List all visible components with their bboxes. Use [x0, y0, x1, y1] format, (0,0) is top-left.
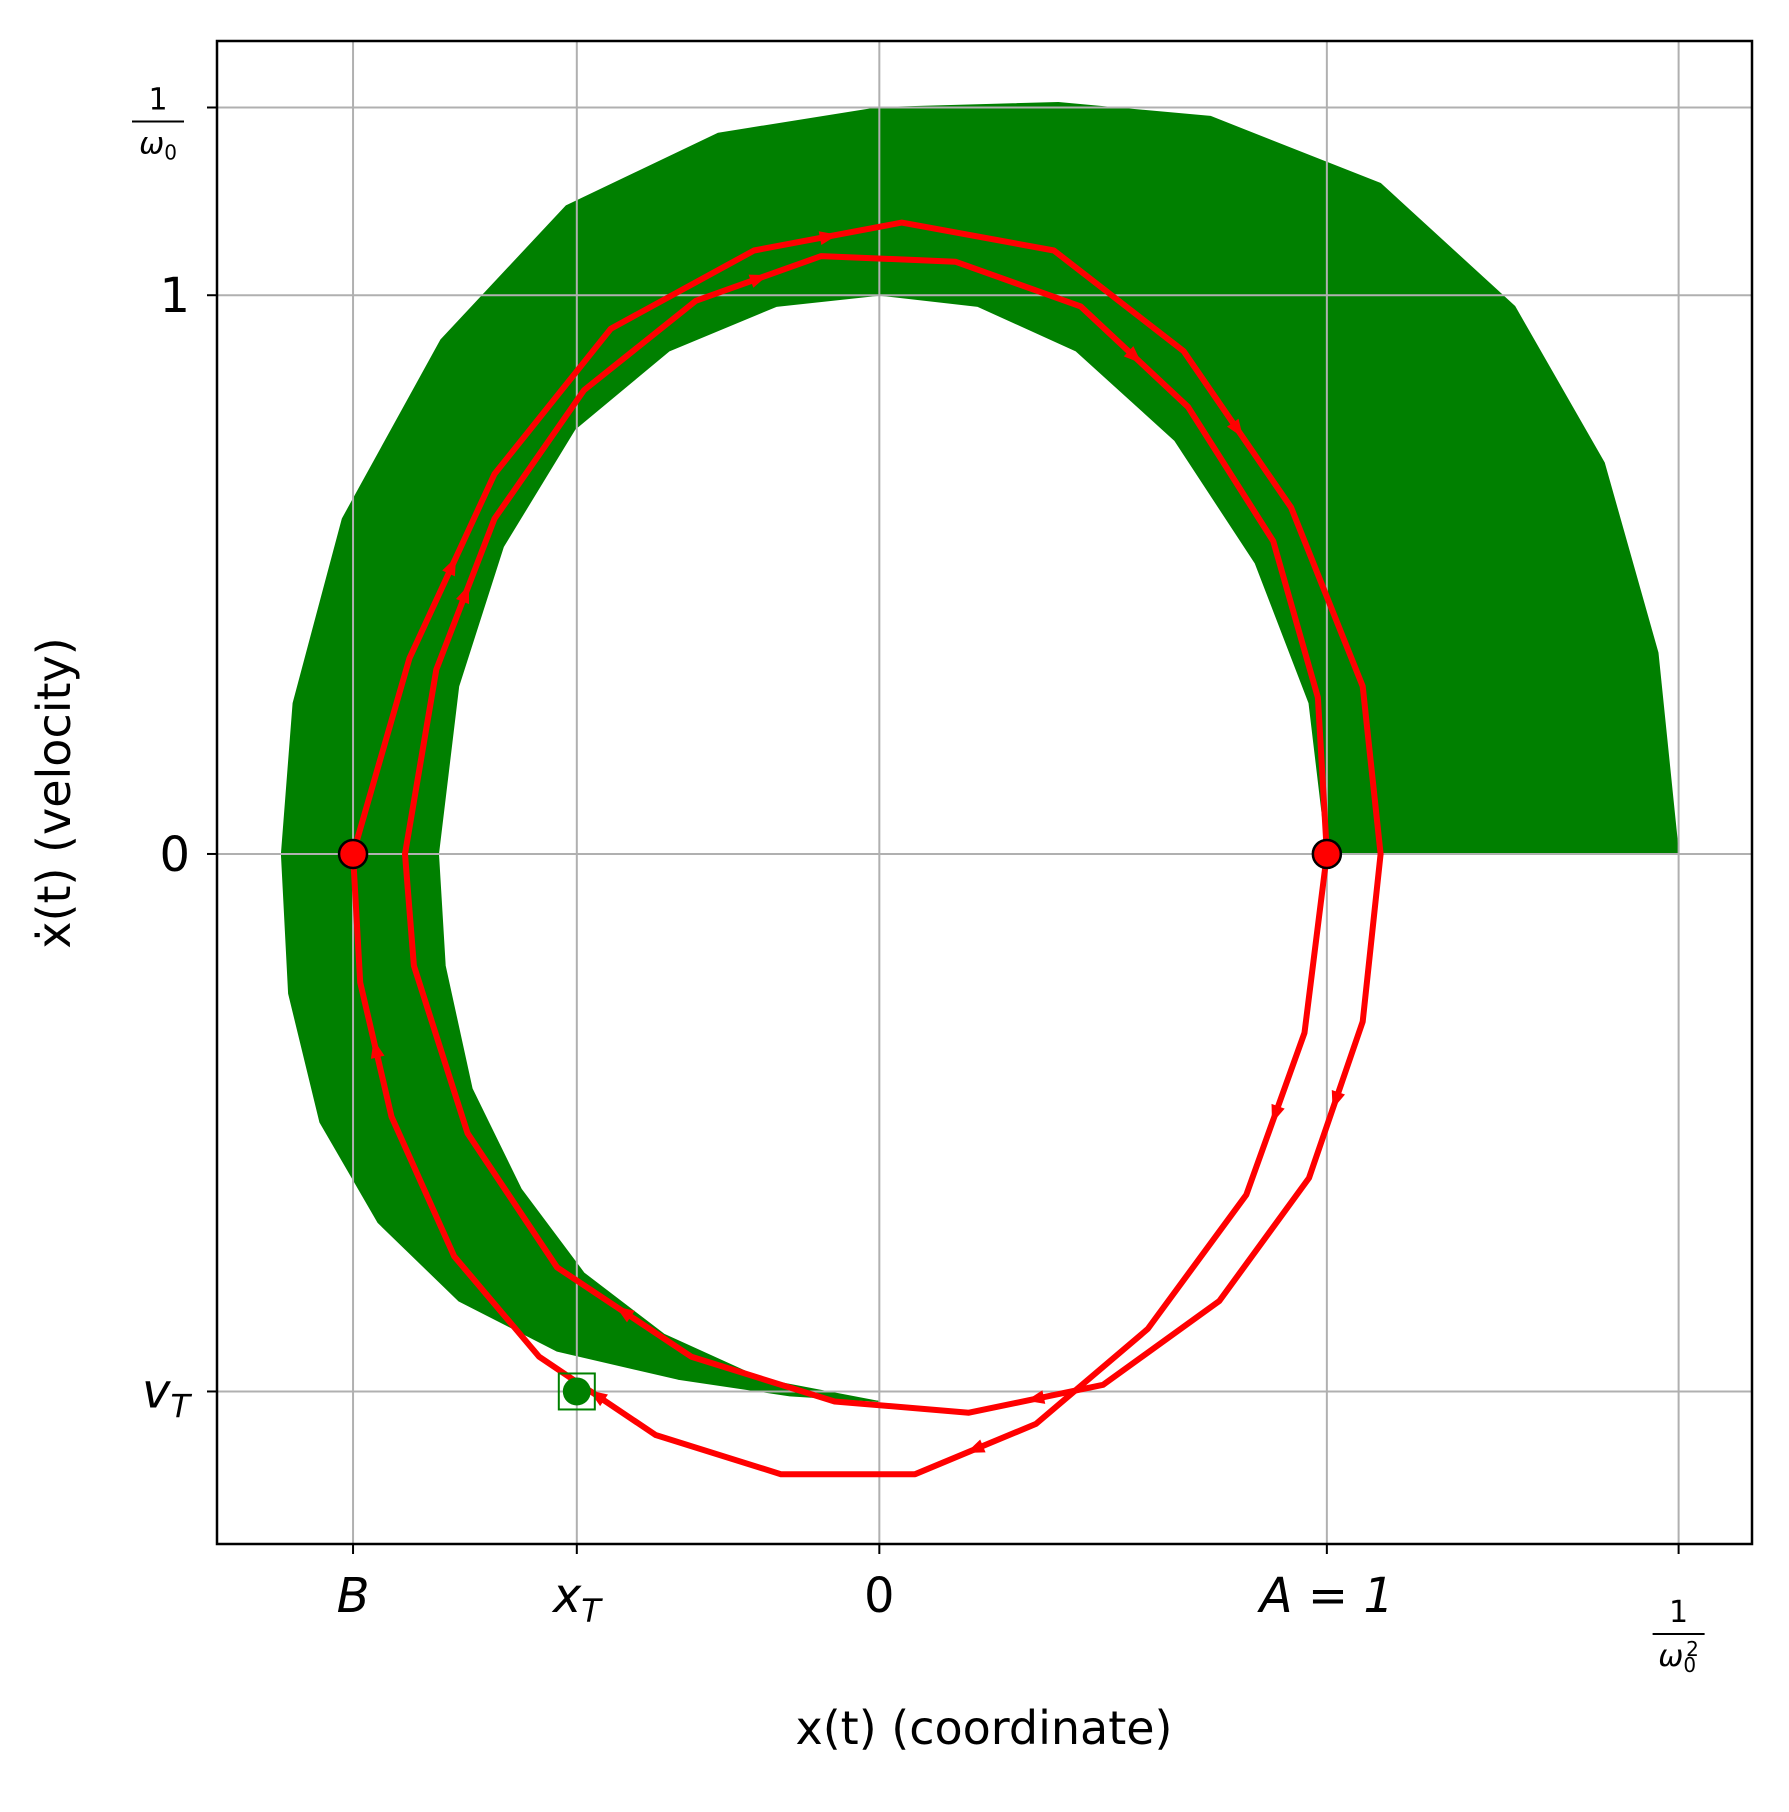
shaded-region: [280, 102, 1680, 1402]
y-tick-label-3-num: 1: [148, 82, 167, 117]
trajectory-arrow-3-5: [748, 274, 768, 288]
trajectory-line-0: [350, 851, 1330, 1478]
x-tick-label-0: B: [337, 1568, 370, 1624]
x-tick-label-4-den: ω02: [1658, 1637, 1699, 1677]
trajectory-layer: [350, 219, 1384, 1478]
y-tick-label-3: 1ω0: [132, 82, 184, 164]
green-region-layer: [280, 102, 1680, 1402]
trajectory-arrow-3-2: [455, 584, 470, 605]
plot-frame: [215, 39, 1754, 1546]
marker-point-1: [1311, 838, 1343, 870]
x-tick-label-4-num: 1: [1669, 1595, 1688, 1630]
trajectory-arrow-2-5: [1026, 1390, 1046, 1404]
trajectory-line-1: [350, 219, 1384, 857]
trajectory-arrow-2-8: [615, 1306, 635, 1323]
marker-point-2: [562, 1377, 591, 1406]
trajectory-arrow-1-8: [1226, 418, 1243, 438]
trajectory-arrow-0-5: [966, 1439, 986, 1453]
trajectory-arrow-1-5: [818, 231, 838, 245]
trajectory-line-3: [402, 253, 1330, 857]
x-tick-label-3: A = 1: [1257, 1568, 1394, 1624]
y-tick-label-3-den: ω0: [139, 126, 177, 164]
x-tick-label-2: 0: [864, 1568, 895, 1624]
x-tick-label-1: xT: [551, 1568, 603, 1630]
marker-square-2: [557, 1372, 596, 1411]
y-tick-label-0: vT: [142, 1363, 192, 1425]
y-axis-label: ẋ(t) (velocity): [27, 637, 81, 948]
trajectory-line-2: [402, 851, 1384, 1416]
trajectory-arrow-3-8: [1123, 346, 1142, 364]
x-axis-label: x(t) (coordinate): [795, 1701, 1172, 1755]
y-tick-label-1: 0: [159, 827, 190, 883]
y-tick-label-2: 1: [159, 268, 190, 324]
trajectory-arrow-0-2: [1271, 1103, 1285, 1124]
trajectory-arrow-1-2: [442, 557, 457, 577]
trajectory-arrow-0-11: [370, 1039, 385, 1059]
trajectory-arrow-2-2: [1331, 1089, 1346, 1110]
marker-layer: [337, 838, 1343, 1411]
grid-layer: [217, 41, 1752, 1544]
marker-point-0: [337, 838, 369, 870]
